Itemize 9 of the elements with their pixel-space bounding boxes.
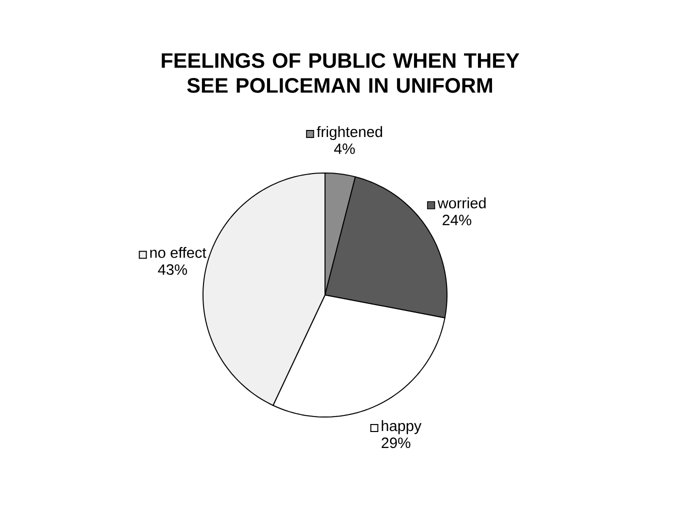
data-label: 24% xyxy=(442,214,472,226)
data-label: 4% xyxy=(334,144,355,154)
data-label: 43% xyxy=(158,264,188,275)
legend-label: happy xyxy=(382,420,422,434)
data-label: 29% xyxy=(382,438,410,448)
chart-title: FEELINGS OF PUBLIC WHEN THEY SEE POLICEMAN IN UNIFORM xyxy=(162,53,520,93)
legend-label: worried xyxy=(438,197,486,208)
legend-label: no effect xyxy=(150,246,206,258)
legend-label: frightened xyxy=(316,126,382,140)
